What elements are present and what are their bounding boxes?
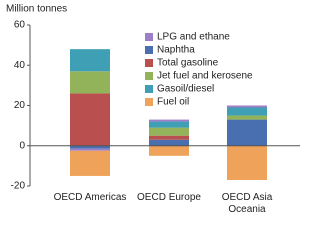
- legend-swatch: [145, 98, 153, 106]
- y-tick-label: 60: [14, 20, 26, 31]
- y-tick-label: 40: [14, 60, 26, 71]
- bar-segment: [149, 119, 189, 122]
- bar-segment: [227, 115, 267, 120]
- x-tick-label: OECD Europe: [137, 192, 201, 203]
- legend-label: Jet fuel and kerosene: [157, 71, 253, 82]
- bar-segment: [149, 139, 189, 146]
- bar-segment: [70, 148, 110, 151]
- legend-swatch: [145, 59, 153, 67]
- bar-segment: [70, 150, 110, 176]
- legend-swatch: [145, 85, 153, 93]
- legend-label: LPG and ethane: [157, 32, 230, 43]
- x-tick-label: OECD Americas: [53, 192, 127, 203]
- bar-segment: [149, 127, 189, 136]
- y-tick-label: -20: [11, 181, 26, 192]
- legend-label: Fuel oil: [157, 97, 189, 108]
- bar-segment: [70, 71, 110, 94]
- legend-swatch: [145, 46, 153, 54]
- y-tick-label: 0: [19, 140, 25, 151]
- x-tick-label: OECD Asia Oceania: [221, 192, 273, 215]
- legend-label: Gasoil/diesel: [157, 84, 214, 95]
- bar-segment: [149, 145, 189, 156]
- bar-segment: [149, 121, 189, 128]
- bar-segment: [227, 119, 267, 146]
- bar-segment: [227, 105, 267, 108]
- y-axis-label: Million tonnes: [6, 4, 67, 15]
- y-tick-label: 20: [14, 100, 26, 111]
- bar-segment: [70, 49, 110, 72]
- bar-segment: [227, 107, 267, 116]
- bar-segment: [149, 135, 189, 140]
- legend-swatch: [145, 33, 153, 41]
- bar-segment: [227, 145, 267, 180]
- legend-label: Total gasoline: [157, 58, 219, 69]
- legend-label: Naphtha: [157, 45, 195, 56]
- chart: Million tonnes -20 0 20 40 60 LPG and ethane N…: [6, 4, 300, 192]
- legend-swatch: [145, 72, 153, 80]
- bar-segment: [70, 145, 110, 149]
- chart-container: Million tonnes -20 0 20 40 60 LPG and ethane N…: [6, 4, 300, 215]
- bar-segment: [70, 93, 110, 146]
